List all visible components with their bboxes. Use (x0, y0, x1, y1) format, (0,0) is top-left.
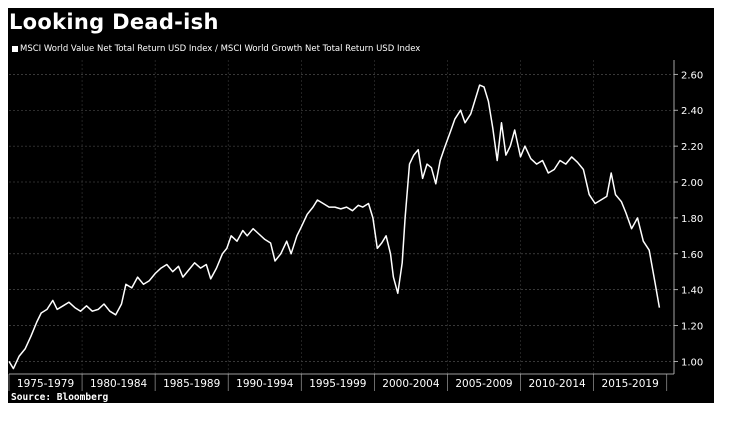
legend-swatch (12, 46, 18, 52)
x-tick-label: 2010-2014 (528, 378, 586, 390)
y-tick-label: 2.00 (681, 178, 703, 189)
chart-frame (8, 8, 714, 403)
x-tick-label: 1990-1994 (236, 378, 294, 390)
y-tick-label: 1.40 (681, 286, 703, 297)
y-tick-label: 2.20 (681, 142, 703, 153)
y-tick-label: 2.60 (681, 70, 703, 81)
x-tick-label: 1980-1984 (90, 378, 148, 390)
y-tick-label: 1.80 (681, 214, 703, 225)
x-tick-label: 1975-1979 (17, 378, 74, 390)
x-tick-label: 2000-2004 (382, 378, 440, 390)
x-tick-label: 2005-2009 (455, 378, 512, 390)
x-tick-label: 1985-1989 (163, 378, 220, 390)
y-tick-label: 1.60 (681, 250, 703, 261)
series-line (8, 84, 661, 370)
y-tick-label: 1.00 (681, 357, 703, 368)
legend: MSCI World Value Net Total Return USD In… (12, 44, 420, 54)
legend-label: MSCI World Value Net Total Return USD In… (20, 44, 421, 54)
x-tick-label: 1995-1999 (309, 378, 366, 390)
source-note: Source: Bloomberg (11, 392, 109, 403)
x-tick-label: 2015-2019 (602, 378, 659, 390)
y-tick-label: 2.40 (681, 106, 703, 117)
y-tick-label: 1.20 (681, 322, 703, 333)
chart-title: Looking Dead-ish (9, 10, 219, 34)
